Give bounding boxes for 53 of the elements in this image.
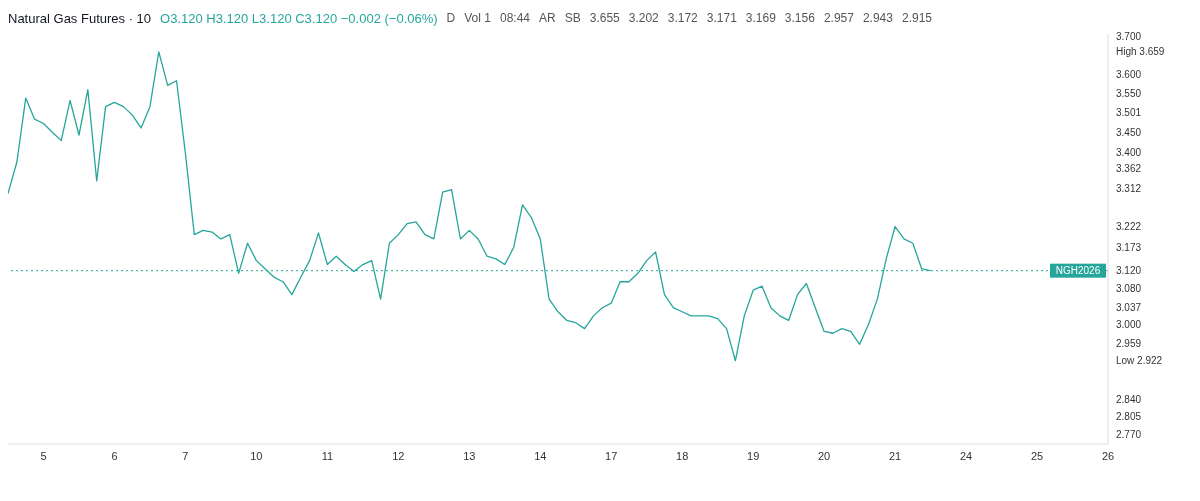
x-tick-label: 19 <box>747 449 760 462</box>
chart-title: Natural Gas Futures · 10 <box>8 10 152 26</box>
text: 3.156 <box>784 11 815 25</box>
text: D <box>446 11 456 25</box>
y-tick-label: 3.120 <box>1116 265 1142 277</box>
text: 2.957 <box>823 11 854 25</box>
y-tick-label: 3.222 <box>1116 221 1142 233</box>
y-tick-label: 2.959 <box>1116 337 1142 349</box>
x-tick-label: 14 <box>534 449 547 462</box>
text: 3.655 <box>589 11 620 25</box>
x-tick-label: 13 <box>463 449 476 462</box>
x-tick-label: 6 <box>111 449 118 462</box>
x-tick-label: 21 <box>888 449 902 462</box>
text: 3.172 <box>667 11 698 25</box>
y-tick-label: 3.700 <box>1116 31 1142 43</box>
y-tick-label: 3.080 <box>1116 282 1142 294</box>
text: 3.169 <box>745 11 776 25</box>
y-tick-label: 3.173 <box>1116 242 1142 254</box>
x-tick-label: 24 <box>959 449 973 462</box>
y-tick-label: High 3.659 <box>1116 46 1165 58</box>
text: 2.915 <box>901 11 932 25</box>
text: SB <box>564 11 581 25</box>
text: 2.943 <box>862 11 893 25</box>
x-tick-label: 20 <box>818 449 831 462</box>
text: 3.171 <box>706 11 737 25</box>
y-tick-label: 2.840 <box>1116 394 1142 406</box>
y-tick-label: 2.770 <box>1116 428 1142 440</box>
x-tick-label: 12 <box>392 449 405 462</box>
x-tick-label: 10 <box>250 449 263 462</box>
y-tick-label: Low 2.922 <box>1116 355 1163 367</box>
text: 3.202 <box>628 11 659 25</box>
x-tick-label: 11 <box>321 449 334 462</box>
x-tick-label: 7 <box>182 449 189 462</box>
y-tick-label: 3.550 <box>1116 87 1142 99</box>
y-tick-label: 3.501 <box>1116 107 1142 119</box>
text: AR <box>539 11 556 25</box>
text: Vol 1 <box>464 11 491 25</box>
y-tick-label: 3.037 <box>1116 302 1142 314</box>
chart-subtitle: O3.120 H3.120 L3.120 C3.120 −0.002 (−0.06%) <box>160 10 438 26</box>
x-tick-label: 18 <box>676 449 689 462</box>
y-tick-label: 3.000 <box>1116 319 1142 331</box>
x-tick-label: 17 <box>605 449 618 462</box>
y-tick-label: 2.805 <box>1116 411 1142 423</box>
text: 08:44 <box>499 11 531 25</box>
ref-line-label: NGH2026 <box>1055 265 1101 277</box>
x-tick-label: 26 <box>1101 449 1115 462</box>
y-tick-label: 3.450 <box>1116 127 1142 139</box>
y-tick-label: 3.400 <box>1116 147 1142 159</box>
y-tick-label: 3.312 <box>1116 183 1142 195</box>
y-tick-label: 3.600 <box>1116 68 1142 80</box>
x-tick-label: 5 <box>40 449 47 462</box>
x-tick-label: 25 <box>1030 449 1044 462</box>
y-tick-label: 3.362 <box>1116 162 1142 174</box>
